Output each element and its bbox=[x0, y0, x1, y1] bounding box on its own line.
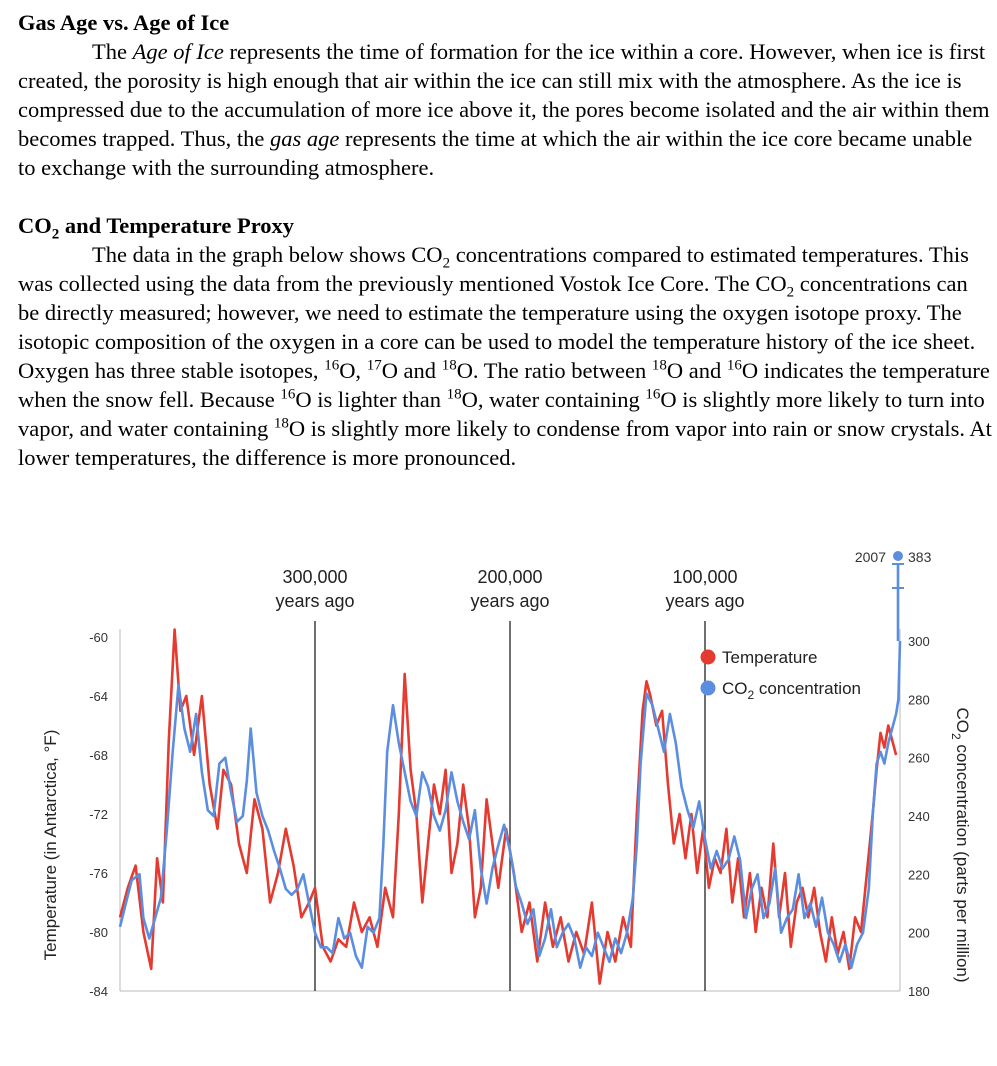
chart-svg: 300,000 years ago 200,000 years ago 100,000 y… bbox=[41, 549, 972, 999]
right-tick-label: 180 bbox=[908, 984, 930, 999]
legend-part: concentration bbox=[754, 679, 861, 698]
present-dot bbox=[893, 551, 903, 561]
time-marker-sublabel: years ago bbox=[470, 591, 549, 611]
text-run: represents the time of formation for the… bbox=[18, 39, 990, 151]
text-run: The bbox=[92, 39, 133, 64]
right-axis-ticks: 300 280 260 240 220 200 180 bbox=[908, 634, 930, 999]
superscript: 16 bbox=[324, 357, 340, 374]
heading-text: and Temperature Proxy bbox=[59, 213, 295, 238]
text-run: O, water containing bbox=[461, 387, 646, 412]
superscript: 18 bbox=[651, 357, 667, 374]
text-run: concentrations compared to estimated tem… bbox=[18, 242, 969, 296]
text-run: concentrations can be directly measured;… bbox=[18, 271, 976, 383]
text-run: represents the time at which the air wit… bbox=[18, 126, 973, 180]
legend-temperature-label: Temperature bbox=[722, 648, 817, 667]
present-marker: 2007 383 bbox=[855, 549, 932, 641]
legend-co2-swatch bbox=[700, 680, 716, 696]
section-heading-co2: CO2 and Temperature Proxy bbox=[18, 211, 994, 243]
left-tick-label: -72 bbox=[89, 807, 108, 822]
subscript: 2 bbox=[442, 255, 451, 272]
left-tick-label: -84 bbox=[89, 984, 108, 999]
time-markers: 300,000 years ago 200,000 years ago 100,000 y… bbox=[275, 567, 745, 991]
right-axis-label: CO2 concentration (parts per million) bbox=[949, 707, 972, 982]
time-marker-sublabel: years ago bbox=[665, 591, 744, 611]
text-run: O and bbox=[666, 358, 727, 383]
paragraph-co2-proxy: The data in the graph below shows CO2 co… bbox=[18, 240, 994, 472]
legend-co2-label: CO2 concentration bbox=[722, 679, 861, 702]
text-run: O. The ratio between bbox=[456, 358, 652, 383]
term-age-of-ice: Age of Ice bbox=[132, 39, 224, 64]
axis-label-part: CO bbox=[953, 707, 972, 733]
heading-text: CO bbox=[18, 213, 52, 238]
right-tick-label: 300 bbox=[908, 634, 930, 649]
left-tick-label: -80 bbox=[89, 925, 108, 940]
right-tick-label: 200 bbox=[908, 926, 930, 941]
text-run: O indicates the temperature when the sno… bbox=[18, 358, 990, 412]
right-tick-label: 280 bbox=[908, 692, 930, 707]
legend-part: CO bbox=[722, 679, 748, 698]
paragraph-gas-age: The Age of Ice represents the time of fo… bbox=[18, 37, 994, 182]
left-tick-label: -64 bbox=[89, 689, 108, 704]
subscript: 2 bbox=[51, 226, 60, 243]
text-run: O is lighter than bbox=[295, 387, 447, 412]
section-heading-gas-age: Gas Age vs. Age of Ice bbox=[18, 10, 230, 35]
time-marker-sublabel: years ago bbox=[275, 591, 354, 611]
superscript: 16 bbox=[280, 386, 296, 403]
superscript: 18 bbox=[441, 357, 457, 374]
term-gas-age: gas age bbox=[270, 126, 340, 151]
text-run: O and bbox=[381, 358, 442, 383]
axis-label-part: concentration (parts per million) bbox=[953, 740, 972, 983]
superscript: 18 bbox=[273, 415, 289, 432]
superscript: 16 bbox=[645, 386, 661, 403]
series-lines bbox=[118, 628, 902, 985]
co2-temperature-chart: 300,000 years ago 200,000 years ago 100,000 y… bbox=[0, 540, 997, 1061]
right-tick-label: 260 bbox=[908, 751, 930, 766]
document-body: Gas Age vs. Age of Ice The Age of Ice re… bbox=[18, 8, 994, 472]
time-marker-label: 100,000 bbox=[672, 567, 737, 587]
legend-subscript: 2 bbox=[748, 688, 755, 702]
text-run: O, bbox=[339, 358, 367, 383]
legend-temperature-swatch bbox=[700, 649, 716, 665]
superscript: 18 bbox=[446, 386, 462, 403]
left-axis-ticks: -60 -64 -68 -72 -76 -80 -84 bbox=[89, 630, 108, 999]
right-tick-label: 240 bbox=[908, 809, 930, 824]
text-run: O is slightly more likely to turn into v… bbox=[18, 387, 985, 441]
time-marker-label: 300,000 bbox=[282, 567, 347, 587]
co2-line bbox=[118, 640, 902, 969]
present-value-label: 383 bbox=[908, 549, 932, 565]
text-run: O is slightly more likely to condense fr… bbox=[18, 416, 992, 470]
superscript: 17 bbox=[366, 357, 382, 374]
left-tick-label: -76 bbox=[89, 866, 108, 881]
left-tick-label: -60 bbox=[89, 630, 108, 645]
text-run: The data in the graph below shows CO bbox=[92, 242, 443, 267]
legend: Temperature CO2 concentration bbox=[700, 648, 861, 702]
time-marker-label: 200,000 bbox=[477, 567, 542, 587]
superscript: 16 bbox=[726, 357, 742, 374]
present-year-label: 2007 bbox=[855, 549, 886, 565]
temperature-line bbox=[118, 628, 898, 985]
axis-label-subscript: 2 bbox=[949, 733, 963, 740]
subscript: 2 bbox=[786, 284, 795, 301]
right-tick-label: 220 bbox=[908, 867, 930, 882]
left-axis-label: Temperature (in Antarctica, °F) bbox=[41, 730, 60, 961]
left-tick-label: -68 bbox=[89, 748, 108, 763]
